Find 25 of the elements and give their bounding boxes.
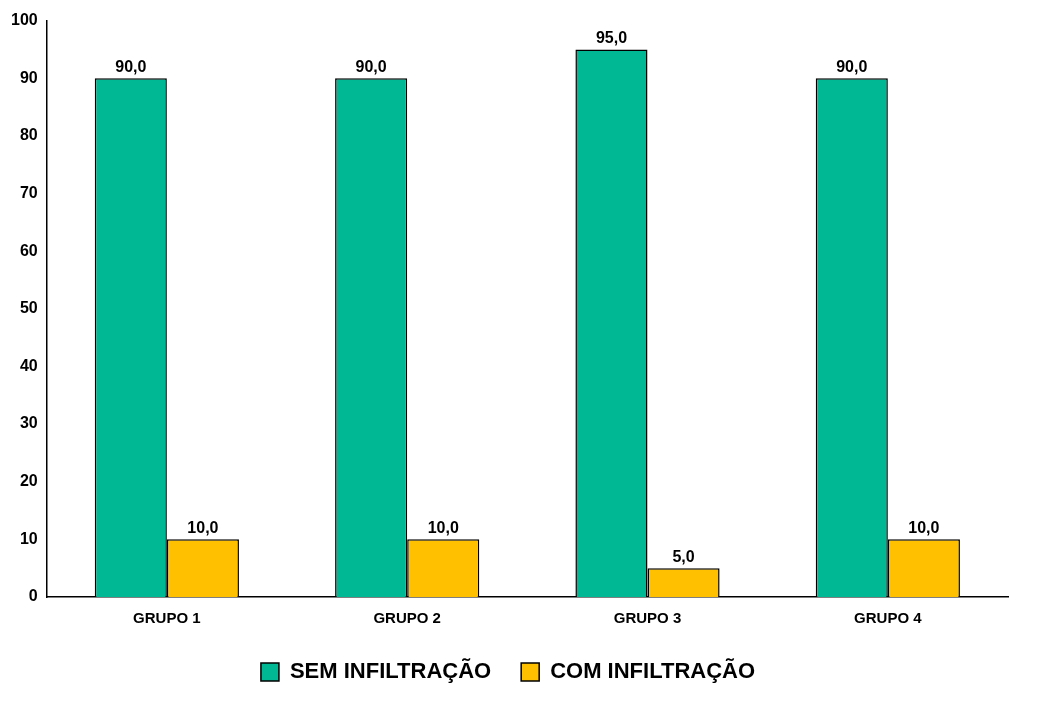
x-tick-label: GRUPO 2 (373, 609, 441, 627)
y-tick-label: 30 (19, 414, 38, 432)
data-label: 10,0 (908, 518, 940, 536)
y-tick-label: 20 (19, 472, 38, 490)
x-tick-label: GRUPO 1 (133, 609, 201, 627)
y-tick-label: 70 (19, 183, 38, 201)
legend-label: SEM INFILTRAÇÃO (289, 658, 492, 684)
y-tick-label: 0 (28, 587, 38, 605)
y-tick-label: 40 (19, 356, 38, 374)
x-tick-label: GRUPO 4 (854, 609, 923, 627)
y-tick-label: 80 (19, 126, 38, 144)
y-tick-label: 10 (19, 529, 38, 547)
data-label: 90,0 (115, 57, 147, 75)
legend-label: COM INFILTRAÇÃO (550, 658, 756, 684)
y-tick-label: 100 (10, 11, 38, 29)
y-tick-label: 90 (19, 68, 38, 86)
data-label: 95,0 (595, 28, 628, 46)
data-label: 10,0 (187, 518, 219, 536)
y-tick-label: 60 (19, 241, 38, 259)
data-label: 90,0 (836, 57, 868, 75)
data-label: 5,0 (672, 547, 695, 565)
data-label: 90,0 (355, 57, 387, 75)
y-tick-label: 50 (19, 299, 38, 317)
data-label: 10,0 (427, 518, 459, 536)
x-tick-label: GRUPO 3 (613, 609, 682, 627)
